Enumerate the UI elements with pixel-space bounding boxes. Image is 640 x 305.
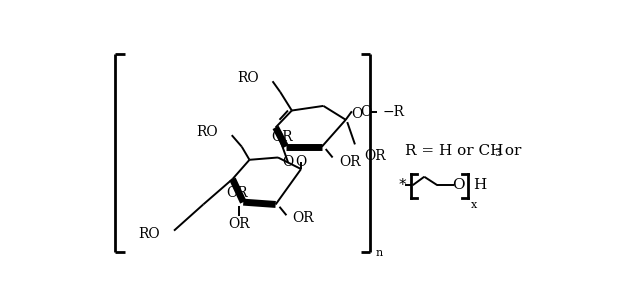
Text: OR: OR [292, 211, 314, 225]
Text: OR: OR [339, 155, 360, 169]
Text: O: O [452, 178, 465, 192]
Text: n: n [376, 248, 383, 258]
Text: RO: RO [237, 71, 259, 85]
Text: or: or [500, 144, 521, 158]
Text: OR: OR [364, 149, 386, 163]
Text: 3: 3 [494, 148, 502, 158]
Text: OR: OR [227, 186, 248, 200]
Text: O: O [351, 107, 362, 120]
Text: R = H or CH: R = H or CH [405, 144, 504, 158]
Text: H: H [473, 178, 486, 192]
Text: OR: OR [271, 131, 292, 145]
Text: O: O [296, 155, 307, 169]
Text: O: O [360, 105, 371, 119]
Text: OR: OR [228, 217, 250, 231]
Text: RO: RO [138, 227, 160, 241]
Text: O: O [282, 155, 294, 169]
Text: x: x [471, 200, 477, 210]
Text: RO: RO [196, 125, 218, 139]
Text: −R: −R [383, 105, 404, 119]
Text: *: * [399, 178, 406, 193]
